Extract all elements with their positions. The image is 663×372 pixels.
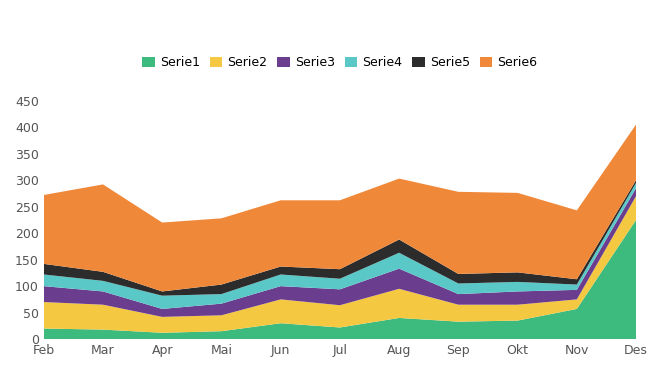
Legend: Serie1, Serie2, Serie3, Serie4, Serie5, Serie6: Serie1, Serie2, Serie3, Serie4, Serie5, … [137, 51, 542, 74]
